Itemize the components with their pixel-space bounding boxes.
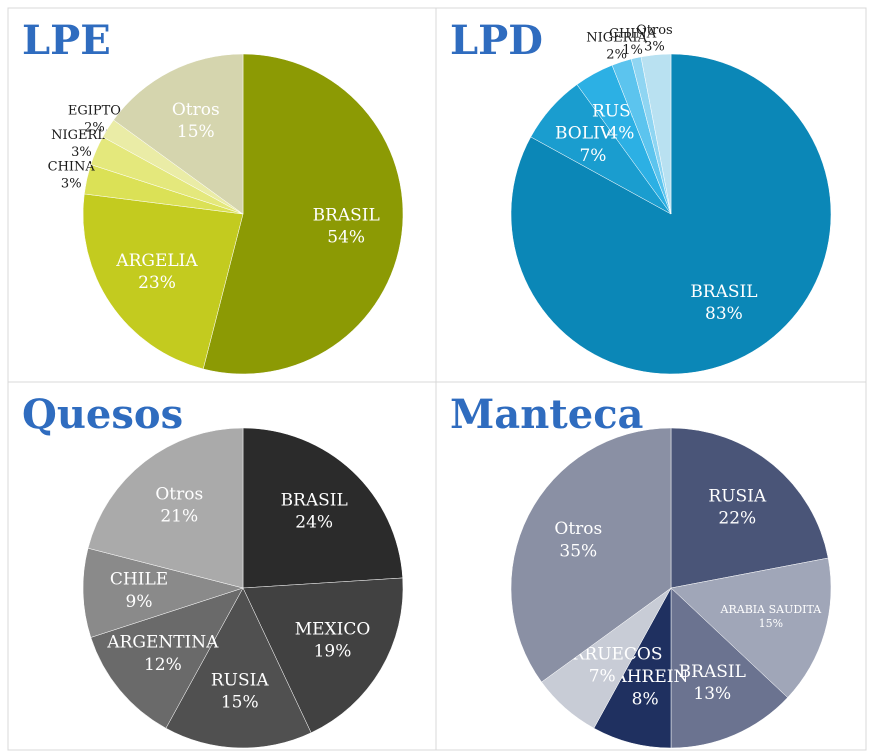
- pie-slice: [82, 547, 244, 638]
- slice-value-label: 19%: [314, 641, 352, 661]
- slice-value-label: 4%: [607, 123, 634, 143]
- pie-slice: [90, 587, 244, 729]
- frame: [7, 7, 867, 751]
- slice-value-label: 7%: [589, 667, 616, 687]
- slice-label: BRASIL: [690, 282, 757, 302]
- slice-label: RUSIA: [708, 486, 766, 506]
- slice-value-label: 23%: [138, 273, 176, 293]
- slice-label: NIGERIA: [586, 31, 647, 46]
- slice-label: BRASIL: [313, 205, 380, 225]
- slice-value-label: 35%: [559, 541, 597, 561]
- slice-label: Otros: [554, 519, 602, 539]
- slice-label: CHILE: [110, 570, 168, 590]
- slice-value-label: 22%: [718, 508, 756, 528]
- pie-slice: [670, 587, 788, 749]
- pie-slice: [510, 427, 672, 683]
- slice-label: NIGERIA: [51, 128, 112, 143]
- slice-label: ARABIA SAUDITA: [720, 603, 823, 616]
- slice-value-label: 13%: [693, 684, 731, 704]
- pie-slice: [165, 587, 312, 749]
- slice-value-label: 3%: [61, 177, 82, 192]
- chart-title: LPE: [22, 17, 111, 64]
- slice-value-label: 54%: [327, 228, 365, 248]
- pie-slice: [87, 427, 244, 589]
- slice-label: Otros: [636, 23, 673, 38]
- pie-slice: [242, 577, 404, 734]
- pie-slice: [202, 53, 404, 375]
- slice-value-label: 2%: [606, 48, 627, 63]
- slice-value-label: 24%: [295, 513, 333, 533]
- slice-label: Otros: [172, 100, 220, 120]
- chart-title: Quesos: [22, 391, 183, 438]
- slice-value-label: 12%: [144, 655, 182, 675]
- pie-slice: [670, 427, 829, 589]
- slice-label: RUSIA: [211, 670, 269, 690]
- slice-label: Otros: [155, 484, 203, 504]
- slice-label: BRASIL: [679, 662, 746, 682]
- pie-slice: [113, 53, 244, 215]
- slice-value-label: 15%: [759, 617, 783, 630]
- slice-value-label: 8%: [632, 689, 659, 709]
- slice-value-label: 3%: [644, 40, 665, 55]
- pie-slice: [640, 53, 672, 215]
- slice-value-label: 3%: [71, 145, 92, 160]
- slice-value-label: 1%: [622, 43, 643, 58]
- slice-label: EGIPTO: [68, 104, 121, 119]
- slice-label: MEXICO: [295, 619, 371, 639]
- slice-label: CHINA: [48, 160, 96, 175]
- slice-label: BRASIL: [281, 491, 348, 511]
- slice-label: ARGENTINA: [106, 633, 219, 653]
- slice-value-label: 9%: [126, 592, 153, 612]
- chart-title: LPD: [450, 17, 543, 64]
- slice-value-label: 15%: [177, 122, 215, 142]
- pie-slice: [670, 557, 832, 698]
- pie-slice: [82, 193, 244, 370]
- slice-value-label: 83%: [705, 304, 743, 324]
- slice-value-label: 7%: [579, 146, 606, 166]
- chart-title: Manteca: [450, 391, 643, 438]
- slice-value-label: 2%: [84, 121, 105, 136]
- slice-value-label: 15%: [221, 692, 259, 712]
- slice-label: ARGELIA: [115, 251, 198, 271]
- slice-label: CHINA: [609, 26, 657, 41]
- pie-slice: [242, 427, 403, 589]
- slice-value-label: 21%: [160, 506, 198, 526]
